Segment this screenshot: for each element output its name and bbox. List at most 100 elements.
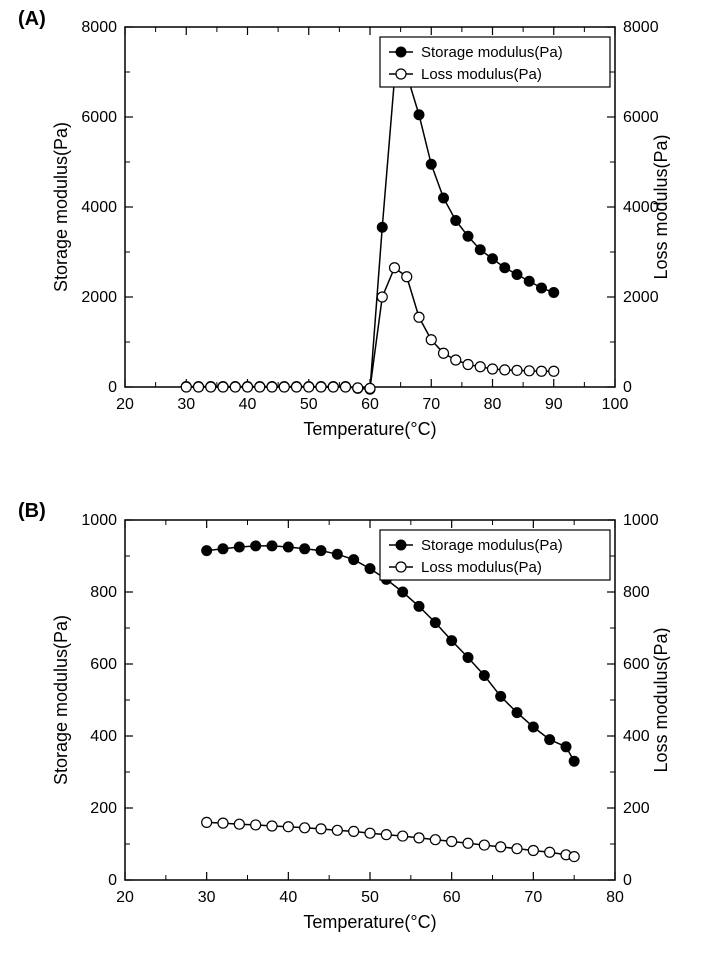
- panelA-marker: [267, 382, 277, 392]
- svg-text:0: 0: [623, 872, 632, 889]
- panelB-marker: [398, 831, 408, 841]
- panelA-marker: [537, 366, 547, 376]
- panelA-marker: [181, 382, 191, 392]
- panelB-marker: [463, 838, 473, 848]
- panelB-marker: [349, 826, 359, 836]
- panelB-marker: [365, 828, 375, 838]
- panelB-marker: [234, 819, 244, 829]
- panelB-marker: [300, 544, 310, 554]
- panelB-marker: [545, 735, 555, 745]
- panelA-marker: [512, 270, 522, 280]
- panelB-marker: [479, 840, 489, 850]
- panelA-marker: [279, 382, 289, 392]
- panelA-marker: [488, 364, 498, 374]
- svg-text:20: 20: [116, 396, 134, 413]
- svg-text:Temperature(°C): Temperature(°C): [303, 419, 436, 439]
- panelA-marker: [377, 292, 387, 302]
- panelA-marker: [255, 382, 265, 392]
- panelA-marker: [439, 193, 449, 203]
- panelA-marker: [206, 382, 216, 392]
- panelB-marker: [267, 541, 277, 551]
- panelB-marker: [234, 542, 244, 552]
- panelB-marker: [447, 636, 457, 646]
- svg-text:Storage modulus(Pa): Storage modulus(Pa): [51, 615, 71, 785]
- svg-text:50: 50: [361, 889, 379, 906]
- panelA-svg: 2030405060708090100020004000600080000200…: [40, 12, 670, 452]
- panelA-marker: [426, 335, 436, 345]
- panelB-marker: [569, 756, 579, 766]
- panelB-legend-label-1: Loss modulus(Pa): [421, 559, 542, 576]
- svg-text:8000: 8000: [81, 19, 117, 36]
- panelA-marker: [488, 254, 498, 264]
- panelB-marker: [447, 836, 457, 846]
- panelB-marker: [545, 847, 555, 857]
- panelA-marker: [218, 382, 228, 392]
- panelA-series-1-line: [186, 268, 554, 389]
- panelA-legend-label-1: Loss modulus(Pa): [421, 66, 542, 83]
- panelB-marker: [496, 691, 506, 701]
- svg-text:8000: 8000: [623, 19, 659, 36]
- panelB-marker: [479, 671, 489, 681]
- panelA-marker: [500, 263, 510, 273]
- panelA-marker: [439, 348, 449, 358]
- panelB-marker: [528, 722, 538, 732]
- figure: (A) 203040506070809010002000400060008000…: [0, 0, 708, 978]
- svg-text:6000: 6000: [81, 109, 117, 126]
- panelB-marker: [218, 544, 228, 554]
- svg-text:400: 400: [623, 728, 650, 745]
- svg-text:60: 60: [443, 889, 461, 906]
- panelB-marker: [316, 546, 326, 556]
- panelB-marker: [349, 555, 359, 565]
- panelA-marker: [390, 263, 400, 273]
- panelB-marker: [202, 546, 212, 556]
- panelB-marker: [202, 817, 212, 827]
- panelB-marker: [365, 564, 375, 574]
- panelA-marker: [328, 382, 338, 392]
- panelA-marker: [353, 383, 363, 393]
- panelA-marker: [402, 272, 412, 282]
- svg-text:20: 20: [116, 889, 134, 906]
- panelB-marker: [300, 823, 310, 833]
- panel-b: 2030405060708002004006008001000020040060…: [40, 505, 670, 945]
- panelA-marker: [414, 110, 424, 120]
- panelA-marker: [500, 365, 510, 375]
- panelA-marker: [304, 382, 314, 392]
- panelA-marker: [475, 245, 485, 255]
- svg-text:100: 100: [602, 396, 629, 413]
- panelB-marker: [496, 842, 506, 852]
- panelA-marker: [512, 365, 522, 375]
- panelB-legend-label-0: Storage modulus(Pa): [421, 537, 563, 554]
- panel-a: 2030405060708090100020004000600080000200…: [40, 12, 670, 452]
- panelB-marker: [430, 835, 440, 845]
- panelA-marker: [524, 366, 534, 376]
- panelA-marker: [426, 159, 436, 169]
- svg-text:2000: 2000: [623, 289, 659, 306]
- panelB-marker: [561, 742, 571, 752]
- svg-text:Loss modulus(Pa): Loss modulus(Pa): [651, 134, 670, 279]
- panelA-marker: [524, 276, 534, 286]
- panelA-marker: [549, 288, 559, 298]
- panelB-marker: [251, 820, 261, 830]
- svg-text:90: 90: [545, 396, 563, 413]
- panelA-marker: [463, 231, 473, 241]
- panelA-marker: [537, 283, 547, 293]
- panelA-marker: [341, 382, 351, 392]
- panelA-marker: [194, 382, 204, 392]
- panelB-marker: [414, 601, 424, 611]
- svg-text:30: 30: [177, 396, 195, 413]
- panelB-marker: [569, 852, 579, 862]
- panelA-marker: [463, 360, 473, 370]
- svg-text:1000: 1000: [81, 512, 117, 529]
- panelA-marker: [292, 382, 302, 392]
- svg-text:600: 600: [623, 656, 650, 673]
- panelA-marker: [230, 382, 240, 392]
- panelA-marker: [414, 312, 424, 322]
- panelA-marker: [549, 366, 559, 376]
- svg-text:Storage modulus(Pa): Storage modulus(Pa): [51, 122, 71, 292]
- svg-text:400: 400: [90, 728, 117, 745]
- panelB-marker: [316, 824, 326, 834]
- svg-text:Temperature(°C): Temperature(°C): [303, 912, 436, 932]
- panelA-legend-label-0: Storage modulus(Pa): [421, 44, 563, 61]
- svg-text:40: 40: [279, 889, 297, 906]
- svg-text:50: 50: [300, 396, 318, 413]
